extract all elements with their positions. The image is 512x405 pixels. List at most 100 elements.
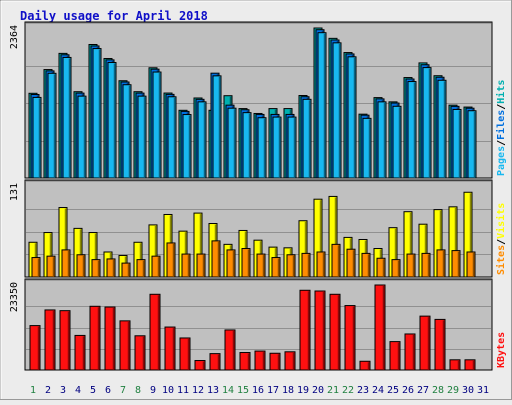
bar-sites (361, 252, 371, 278)
bar-pages (347, 56, 357, 179)
legend-part: / (496, 104, 507, 110)
bar-pages (392, 105, 402, 179)
bar-pages (272, 116, 282, 179)
bar-pages (257, 117, 267, 179)
bar-kbytes (74, 334, 86, 371)
bar-sites (406, 253, 416, 278)
bar-pages (152, 71, 162, 179)
bar-kbytes (464, 359, 476, 371)
bar-pages (407, 81, 417, 179)
bar-kbytes (179, 337, 191, 371)
bar-pages (317, 32, 327, 179)
bar-kbytes (29, 325, 41, 371)
bar-pages (77, 95, 87, 179)
legend-part: Files (495, 110, 507, 140)
bar-sites (436, 249, 446, 278)
day-label: 30 (462, 385, 474, 396)
bar-pages (227, 107, 237, 179)
day-label: 23 (357, 385, 369, 396)
bar-kbytes (434, 318, 446, 371)
y-max-tick-label: 131 (9, 183, 20, 201)
bar-pages (452, 108, 462, 179)
day-label: 4 (75, 385, 81, 396)
bar-pages (167, 96, 177, 179)
day-label: 25 (387, 385, 399, 396)
series-legend-label: KBytes (496, 332, 507, 368)
bar-pages (122, 84, 132, 179)
bar-sites (376, 257, 386, 278)
bar-pages (242, 112, 252, 179)
day-label: 6 (105, 385, 111, 396)
bar-pages (182, 114, 192, 179)
legend-part: KBytes (496, 332, 507, 368)
bar-pages (332, 42, 342, 179)
bar-kbytes (209, 353, 221, 371)
y-max-tick-label: 2364 (9, 25, 20, 49)
bar-sites (166, 242, 176, 278)
day-label: 24 (372, 385, 384, 396)
day-labels: 1 2 3 4 5 6 7 8 9 10 11 12 13 14 15 16 17 18 19 20 21 22 23 24 2… (30, 385, 489, 396)
bar-pages (32, 96, 42, 179)
bar-sites (451, 250, 461, 278)
bar-pages (92, 48, 102, 179)
bar-pages (137, 95, 147, 179)
bar-sites (316, 251, 326, 278)
day-label: 26 (402, 385, 414, 396)
bar-kbytes (134, 335, 146, 371)
bar-pages (467, 110, 477, 179)
bar-kbytes (149, 293, 161, 371)
panel-visits-sites: 131 Sites/Visits (9, 179, 507, 278)
bar-sites (76, 254, 86, 278)
bar-sites (31, 257, 41, 278)
day-label: 31 (477, 385, 489, 396)
bar-kbytes (419, 315, 431, 371)
bar-kbytes (284, 351, 296, 371)
day-label: 21 (327, 385, 339, 396)
bar-sites (271, 257, 281, 278)
bar-sites (136, 259, 146, 278)
legend-part: / (496, 239, 507, 245)
legend-part: Visits (495, 203, 507, 239)
bar-sites (346, 248, 356, 278)
bar-sites (256, 253, 266, 278)
day-label: 17 (267, 385, 279, 396)
bar-sites (391, 259, 401, 278)
legend-part: / (496, 140, 507, 146)
bar-sites (226, 249, 236, 278)
bar-sites (466, 251, 476, 278)
series-legend-label: Sites/Visits (495, 203, 507, 275)
bar-pages (107, 62, 117, 179)
bar-kbytes (119, 320, 131, 371)
bar-pages (287, 116, 297, 179)
bar-pages (197, 101, 207, 179)
bar-kbytes (449, 359, 461, 371)
bar-kbytes (254, 350, 266, 371)
legend-part: Hits (495, 80, 507, 104)
y-max-tick-label: 23350 (9, 282, 20, 312)
bar-kbytes (344, 305, 356, 371)
day-label: 22 (342, 385, 354, 396)
bar-sites (286, 254, 296, 278)
bar-kbytes (329, 293, 341, 371)
bar-kbytes (239, 352, 251, 371)
bar-kbytes (359, 360, 371, 371)
day-label: 7 (120, 385, 126, 396)
day-label: 2 (45, 385, 51, 396)
bar-kbytes (389, 341, 401, 371)
day-label: 20 (312, 385, 324, 396)
day-label: 15 (237, 385, 249, 396)
day-label: 19 (297, 385, 309, 396)
bar-kbytes (194, 360, 206, 371)
bar-sites (421, 252, 431, 278)
chart-title: Daily usage for April 2018 (20, 9, 208, 23)
day-label: 27 (417, 385, 429, 396)
bar-sites (151, 255, 161, 278)
day-label: 18 (282, 385, 294, 396)
bar-pages (62, 56, 72, 179)
bar-kbytes (59, 310, 71, 371)
day-label: 10 (162, 385, 174, 396)
bar-sites (331, 243, 341, 278)
bar-pages (437, 79, 447, 179)
